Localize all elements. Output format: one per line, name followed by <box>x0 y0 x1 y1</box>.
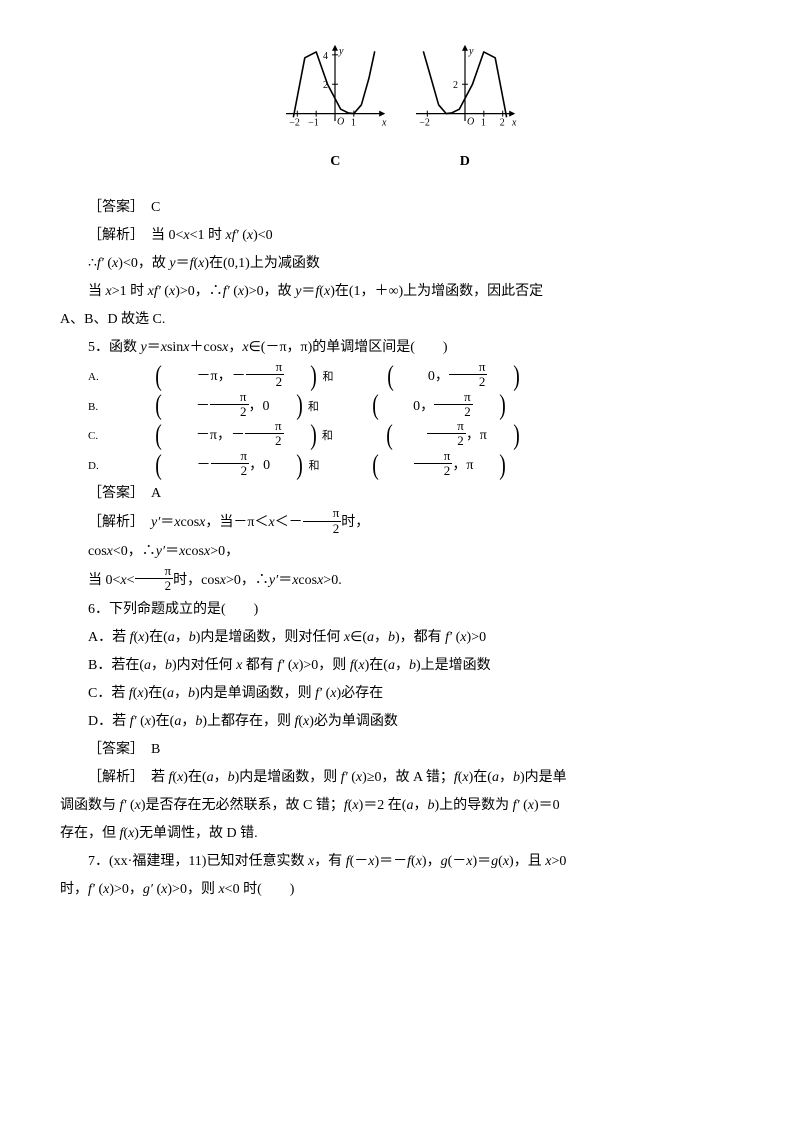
graph-c: xyO−2−1124 C <box>280 40 390 176</box>
q6-analysis-1: ［解析］ 若 f(x)在(a，b)内是增函数，则 f′ (x)≥0，故 A 错；… <box>60 764 740 792</box>
graph-panel: x y O −2 −1 1 2 4 C x y O −2 1 2 2 D <box>60 40 740 176</box>
svg-text:1: 1 <box>481 118 486 129</box>
graph-d: x y O −2 1 2 2 D <box>410 40 520 176</box>
q5-option-a: A. (－π，－π2)和(0，π2) <box>60 362 740 392</box>
q6-answer: ［答案］ B <box>60 736 740 764</box>
q5-option-c: C. (－π，－π2)和(π2，π) <box>60 421 740 451</box>
graph-c-label: C <box>280 148 390 176</box>
svg-text:1: 1 <box>351 118 356 129</box>
svg-text:−2: −2 <box>290 118 301 129</box>
svg-text:x: x <box>511 118 517 129</box>
q4-analysis-1: ［解析］ 当 0<x<1 时 xf′ (x)<0 <box>60 222 740 250</box>
q4-analysis-3: 当 x>1 时 xf′ (x)>0，∴f′ (x)>0，故 y＝f(x)在(1，… <box>60 278 740 306</box>
svg-text:O: O <box>467 117 474 128</box>
graph-d-label: D <box>410 148 520 176</box>
svg-text:2: 2 <box>499 118 504 129</box>
svg-text:x: x <box>381 118 387 129</box>
svg-text:−1: −1 <box>308 118 319 129</box>
q5-option-b: B. (－π2，0)和(0，π2) <box>60 392 740 422</box>
q7-stem: 7．(xx·福建理，11)已知对任意实数 x，有 f(－x)＝－f(x)，g(－… <box>60 848 740 876</box>
q6-option-d: D．若 f′ (x)在(a，b)上都存在，则 f(x)必为单调函数 <box>60 708 740 736</box>
svg-text:2: 2 <box>453 80 458 91</box>
svg-text:−2: −2 <box>419 118 430 129</box>
q6-analysis-2: 调函数与 f′ (x)是否存在无必然联系，故 C 错；f(x)＝2 在(a，b)… <box>60 792 740 820</box>
q4-analysis-4: A、B、D 故选 C. <box>60 306 740 334</box>
svg-text:y: y <box>338 46 344 57</box>
q4-answer: ［答案］ C <box>60 194 740 222</box>
q5-answer: ［答案］ A <box>60 480 740 508</box>
q6-analysis-3: 存在，但 f(x)无单调性，故 D 错. <box>60 820 740 848</box>
q6-option-a: A．若 f(x)在(a，b)内是增函数，则对任何 x∈(a，b)，都有 f′ (… <box>60 624 740 652</box>
q7-line2: 时，f′ (x)>0，g′ (x)>0，则 x<0 时( ) <box>60 876 740 904</box>
q5-analysis-2: cosx<0，∴y′＝xcosx>0， <box>60 538 740 566</box>
svg-text:O: O <box>337 117 344 128</box>
q4-analysis-2: ∴f′ (x)<0，故 y＝f(x)在(0,1)上为减函数 <box>60 250 740 278</box>
q6-option-c: C．若 f(x)在(a，b)内是单调函数，则 f′ (x)必存在 <box>60 680 740 708</box>
svg-text:4: 4 <box>323 51 328 62</box>
q5-stem: 5．函数 y＝xsinx＋cosx，x∈(－π，π)的单调增区间是( ) <box>60 334 740 362</box>
q6-option-b: B．若在(a，b)内对任何 x 都有 f′ (x)>0，则 f(x)在(a，b)… <box>60 652 740 680</box>
q5-option-d: D. (－π2，0)和(π2，π) <box>60 451 740 481</box>
q6-stem: 6．下列命题成立的是( ) <box>60 596 740 624</box>
svg-text:y: y <box>468 46 474 57</box>
q5-analysis-3: 当 0<x<π2时，cosx>0，∴y′＝xcosx>0. <box>60 566 740 596</box>
q5-analysis-1: ［解析］ y′＝xcosx，当－π＜x＜－π2时， <box>60 508 740 538</box>
